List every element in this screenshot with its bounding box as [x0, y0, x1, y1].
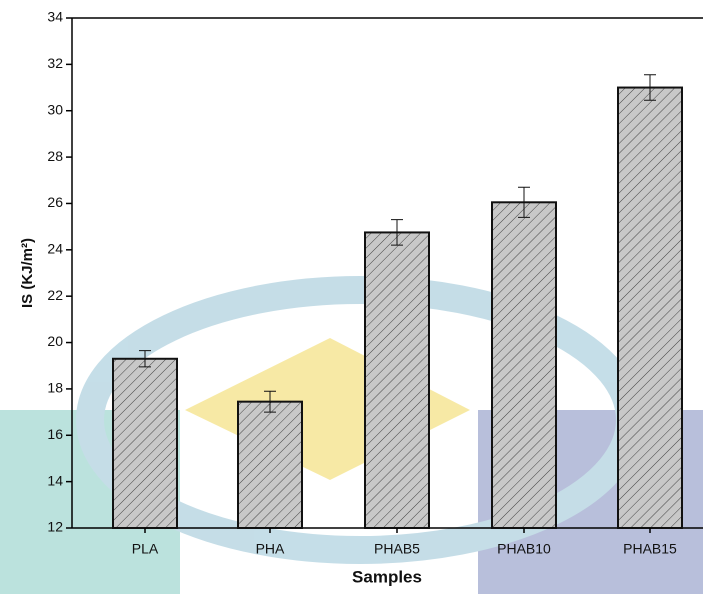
y-tick-label: 18: [47, 380, 63, 396]
y-tick-label: 20: [47, 333, 63, 349]
watermark: [0, 290, 703, 594]
bar-hatch: [365, 232, 429, 528]
y-tick-label: 34: [47, 9, 63, 25]
bar-hatch: [492, 202, 556, 528]
y-tick-label: 24: [47, 241, 63, 257]
bar-hatch: [113, 359, 177, 528]
bar-hatch: [238, 402, 302, 528]
y-tick-label: 32: [47, 55, 63, 71]
x-tick-label: PHAB10: [497, 541, 551, 557]
y-tick-label: 28: [47, 148, 63, 164]
x-tick-label: PLA: [132, 541, 159, 557]
x-tick-label: PHAB15: [623, 541, 677, 557]
y-tick-label: 12: [47, 519, 63, 535]
y-axis-label: IS (KJ/m²): [19, 238, 36, 308]
x-tick-label: PHA: [256, 541, 285, 557]
x-tick-label: PHAB5: [374, 541, 420, 557]
bar-hatch: [618, 88, 682, 528]
y-tick-label: 22: [47, 287, 63, 303]
y-tick-label: 14: [47, 472, 63, 488]
y-tick-label: 16: [47, 426, 63, 442]
x-axis-label: Samples: [352, 567, 422, 586]
y-tick-label: 26: [47, 194, 63, 210]
y-tick-label: 30: [47, 101, 63, 117]
chart: IS (KJ/m²) Samples 12 14 16 18 20 22 24 26 28 30 3…: [0, 0, 703, 594]
